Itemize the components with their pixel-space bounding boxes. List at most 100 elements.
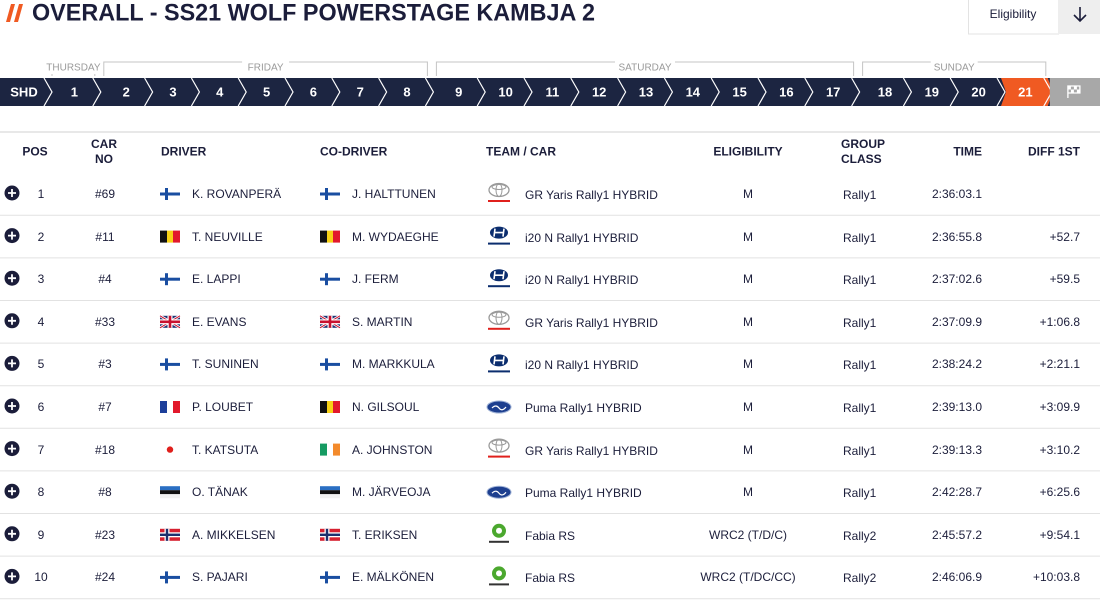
filter-label[interactable]: Eligibility (990, 7, 1037, 21)
table-cell: M (743, 229, 753, 244)
table-cell: M (743, 400, 753, 414)
expand-plus (8, 274, 16, 283)
team-logo (488, 200, 510, 202)
expand-plus (8, 189, 16, 197)
flag-icon (327, 443, 333, 456)
team-logo (491, 439, 507, 446)
table-cell: +2:21.1 (1039, 357, 1080, 372)
stage-separator (996, 77, 1006, 107)
flag-icon (160, 486, 180, 491)
stage-tab[interactable]: 18 (878, 84, 892, 99)
stage-tab[interactable]: 5 (263, 84, 270, 99)
table-cell: M. MARKKULA (352, 357, 435, 372)
flag-icon (160, 494, 180, 499)
stage-separator (617, 77, 627, 107)
team-logo (488, 370, 510, 373)
expand-plus (8, 572, 16, 581)
flag-icon (160, 277, 180, 281)
stage-tab[interactable]: 10 (498, 84, 512, 99)
stage-tab[interactable]: 21 (1018, 84, 1032, 99)
team-logo (486, 485, 512, 499)
team-logo (486, 400, 512, 414)
stage-separator (804, 77, 814, 107)
stage-tab[interactable]: 12 (592, 84, 606, 99)
table-cell: 7 (37, 442, 45, 457)
stage-tab[interactable]: 19 (925, 84, 939, 99)
stage-tab[interactable]: 1 (71, 84, 78, 99)
flag-icon (320, 494, 340, 499)
flag-icon (320, 362, 340, 366)
stage-separator (331, 77, 341, 107)
stage-tab[interactable]: SHD (10, 84, 37, 99)
table-cell: #4 (98, 272, 112, 287)
stage-separator (570, 77, 580, 107)
expand-plus (8, 359, 16, 368)
stage-tab[interactable]: 14 (686, 84, 701, 99)
stage-tab[interactable]: 11 (546, 84, 560, 99)
table-cell: i20 N Rally1 HYBRID (525, 230, 639, 245)
stage-tab[interactable]: 13 (639, 84, 653, 99)
logo-slash (6, 4, 15, 22)
flag-icon (320, 230, 327, 243)
flag-icon (160, 490, 180, 495)
column-header: DIFF 1ST (1027, 144, 1080, 159)
stage-tab[interactable]: 6 (310, 84, 317, 99)
table-cell: Rally1 (843, 188, 877, 202)
finish-flag-icon (1067, 85, 1081, 98)
day-label: THURSDAY (46, 63, 101, 74)
expand-plus (8, 402, 16, 410)
team-logo (489, 583, 509, 586)
expand-plus (8, 316, 16, 325)
table-cell: S. MARTIN (352, 314, 413, 329)
stage-separator (476, 77, 486, 107)
table-cell: +1:06.8 (1039, 314, 1080, 329)
table-cell: T. ERIKSEN (352, 527, 418, 542)
stage-separator (523, 77, 533, 107)
stage-tab[interactable]: 4 (216, 84, 224, 99)
table-cell: 2:37:02.6 (931, 272, 982, 287)
table-cell: 4 (37, 314, 45, 329)
table-cell: M (743, 272, 753, 287)
stage-tab[interactable]: 3 (169, 84, 176, 99)
team-logo (491, 405, 507, 411)
column-header: CO-DRIVER (320, 144, 388, 159)
table-cell: S. PAJARI (192, 570, 248, 585)
filter-box[interactable] (968, 0, 1059, 35)
team-logo (488, 285, 510, 288)
stage-tab[interactable]: 16 (779, 84, 793, 99)
flag-icon (320, 320, 340, 324)
table-cell: Rally2 (843, 528, 877, 543)
table-cell: 2:39:13.3 (931, 442, 982, 457)
stage-tab[interactable]: 20 (971, 84, 985, 99)
table-cell: WRC2 (T/D/C) (709, 527, 787, 542)
stage-separator (284, 77, 294, 107)
stage-tab[interactable]: 17 (826, 84, 840, 99)
table-cell: +59.5 (1049, 272, 1080, 287)
flag-icon (333, 230, 340, 243)
stage-separator (237, 77, 247, 107)
active-stage (1001, 78, 1053, 106)
table-cell: 9 (37, 527, 45, 542)
stage-tab[interactable]: 15 (732, 84, 746, 99)
table-cell: 5 (37, 357, 45, 372)
sort-button[interactable] (1058, 0, 1100, 34)
finish-tab[interactable] (1049, 78, 1100, 106)
flag-icon (327, 230, 333, 243)
stage-tab[interactable]: 9 (455, 84, 462, 99)
team-logo (488, 327, 510, 330)
stage-tab[interactable]: 8 (403, 84, 410, 99)
table-cell: N. GILSOUL (352, 400, 420, 414)
table-cell: #8 (98, 485, 112, 500)
day-label-bg (930, 60, 978, 74)
table-cell: #11 (95, 229, 115, 244)
table-cell: +9:54.1 (1039, 527, 1080, 542)
stage-separator (851, 77, 861, 107)
team-logo (496, 527, 502, 534)
day-label: FRIDAY (248, 63, 284, 74)
table-cell: Rally1 (843, 230, 877, 245)
table-cell: Rally1 (843, 315, 877, 330)
stage-separator (902, 77, 913, 107)
table-cell: +6:25.6 (1039, 485, 1080, 500)
stage-tab[interactable]: 2 (123, 84, 130, 99)
stage-tab[interactable]: 7 (357, 84, 364, 99)
